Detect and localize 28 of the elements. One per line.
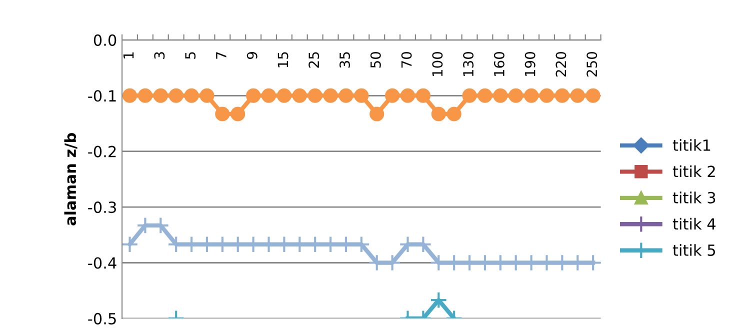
x-tick-label: 15 xyxy=(278,52,288,68)
legend-label: titik 5 xyxy=(672,244,716,256)
y-tick-label: -0.2 xyxy=(88,146,116,158)
y-tick-label: -0.5 xyxy=(88,312,116,324)
x-tick-label: 70 xyxy=(401,52,412,68)
legend-label: titik 2 xyxy=(672,165,715,178)
x-tick-label: 100 xyxy=(432,52,443,76)
x-tick-label: 25 xyxy=(308,52,320,68)
y-axis-title: alaman z/b xyxy=(64,133,78,226)
legend-label: titik 4 xyxy=(672,218,716,230)
y-tick-label: -0.3 xyxy=(88,202,116,214)
x-tick-label: 190 xyxy=(524,52,536,76)
y-tick-label: 0.0 xyxy=(94,34,116,46)
y-tick-label: -0.4 xyxy=(88,257,116,269)
legend-label: titik 3 xyxy=(672,192,716,204)
x-tick-label: 160 xyxy=(494,52,504,76)
x-tick-label: 9 xyxy=(246,52,258,60)
legend-label: titik1 xyxy=(672,139,710,151)
x-tick-label: 7 xyxy=(216,52,226,59)
y-tick-label: -0.1 xyxy=(88,90,116,102)
x-tick-label: 35 xyxy=(340,52,350,68)
x-tick-label: 3 xyxy=(154,52,165,59)
x-tick-label: 220 xyxy=(556,52,566,77)
x-tick-label: 130 xyxy=(463,52,474,76)
x-tick-label: 250 xyxy=(586,52,598,77)
x-tick-label: 1 xyxy=(123,52,134,58)
x-tick-label: 50 xyxy=(370,52,381,68)
x-tick-label: 5 xyxy=(185,52,196,59)
